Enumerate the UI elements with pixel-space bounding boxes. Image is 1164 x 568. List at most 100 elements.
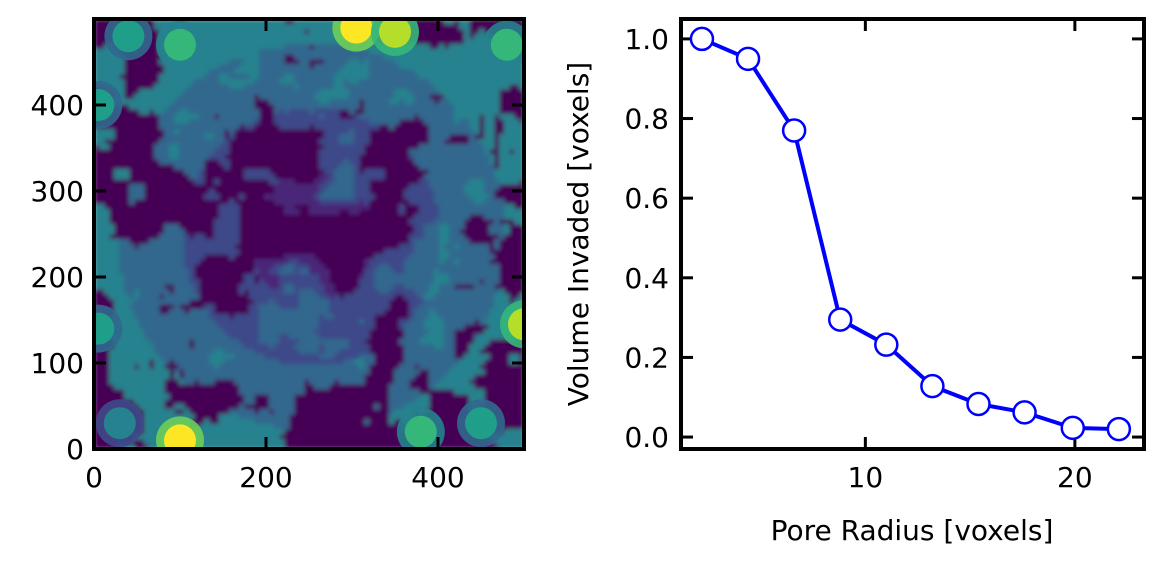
heatmap-cell: [134, 329, 140, 335]
heatmap-cell: [384, 254, 390, 260]
heatmap-cell: [239, 114, 245, 120]
heatmap-cell: [289, 29, 295, 35]
heatmap-cell: [444, 109, 450, 115]
heatmap-cell: [434, 254, 440, 260]
heatmap-cell: [164, 289, 170, 295]
heatmap-cell: [454, 359, 460, 365]
heatmap-cell: [204, 109, 210, 115]
heatmap-cell: [444, 244, 450, 250]
heatmap-cell: [284, 349, 290, 355]
heatmap-cell: [344, 139, 350, 145]
heatmap-cell: [259, 349, 265, 355]
heatmap-cell: [164, 359, 170, 365]
heatmap-cell: [119, 249, 125, 255]
heatmap-cell: [439, 274, 445, 280]
heatmap-cell: [239, 409, 245, 415]
heatmap-cell: [214, 244, 220, 250]
heatmap-cell: [139, 194, 145, 200]
heatmap-cell: [174, 74, 180, 80]
heatmap-cell: [494, 309, 500, 315]
heatmap-cell: [424, 189, 430, 195]
heatmap-cell: [459, 384, 465, 390]
heatmap-cell: [344, 169, 350, 175]
heatmap-cell: [194, 79, 200, 85]
heatmap-cell: [394, 254, 400, 260]
heatmap-cell: [229, 429, 235, 435]
heatmap-cell: [184, 74, 190, 80]
heatmap-cell: [144, 399, 150, 405]
heatmap-cell: [299, 184, 305, 190]
heatmap-cell: [379, 104, 385, 110]
heatmap-cell: [279, 114, 285, 120]
heatmap-cell: [204, 24, 210, 30]
heatmap-cell: [424, 269, 430, 275]
heatmap-cell: [124, 249, 130, 255]
heatmap-cell: [474, 274, 480, 280]
heatmap-cell: [149, 239, 155, 245]
heatmap-cell: [414, 264, 420, 270]
heatmap-cell: [294, 104, 300, 110]
heatmap-cell: [134, 399, 140, 405]
heatmap-cell: [304, 64, 310, 70]
heatmap-cell: [219, 349, 225, 355]
heatmap-cell: [344, 194, 350, 200]
heatmap-cell: [399, 389, 405, 395]
heatmap-cell: [429, 254, 435, 260]
heatmap-cell: [249, 369, 255, 375]
heatmap-cell: [279, 54, 285, 60]
heatmap-cell: [309, 289, 315, 295]
heatmap-cell: [464, 149, 470, 155]
heatmap-cell: [254, 19, 260, 25]
heatmap-cell: [409, 339, 415, 345]
heatmap-cell: [424, 324, 430, 330]
heatmap-cell: [169, 259, 175, 265]
heatmap-cell: [169, 74, 175, 80]
heatmap-cell: [269, 69, 275, 75]
heatmap-cell: [174, 229, 180, 235]
heatmap-cell: [189, 124, 195, 130]
heatmap-cell: [199, 99, 205, 105]
heatmap-cell: [514, 129, 520, 135]
heatmap-cell: [109, 289, 115, 295]
heatmap-cell: [424, 224, 430, 230]
heatmap-cell: [119, 169, 125, 175]
heatmap-cell: [214, 324, 220, 330]
heatmap-cell: [329, 39, 335, 45]
heatmap-cell: [229, 319, 235, 325]
heatmap-cell: [499, 84, 505, 90]
heatmap-cell: [229, 224, 235, 230]
heatmap-cell: [344, 64, 350, 70]
heatmap-cell: [309, 184, 315, 190]
heatmap-cell: [139, 274, 145, 280]
heatmap-cell: [289, 34, 295, 40]
heatmap-cell: [429, 324, 435, 330]
heatmap-cell: [354, 359, 360, 365]
heatmap-cell: [244, 89, 250, 95]
heatmap-cell: [294, 79, 300, 85]
heatmap-cell: [334, 149, 340, 155]
heatmap-cell: [329, 94, 335, 100]
heatmap-cell: [259, 359, 265, 365]
heatmap-cell: [439, 344, 445, 350]
heatmap-cell: [444, 299, 450, 305]
heatmap-cell: [334, 204, 340, 210]
heatmap-cell: [184, 319, 190, 325]
heatmap-cell: [419, 234, 425, 240]
heatmap-cell: [249, 99, 255, 105]
heatmap-cell: [454, 64, 460, 70]
heatmap-cell: [329, 109, 335, 115]
heatmap-cell: [149, 389, 155, 395]
heatmap-cell: [459, 364, 465, 370]
heatmap-cell: [104, 209, 110, 215]
heatmap-cell: [189, 414, 195, 420]
heatmap-cell: [439, 84, 445, 90]
heatmap-cell: [209, 344, 215, 350]
heatmap-cell: [389, 394, 395, 400]
heatmap-cell: [124, 244, 130, 250]
heatmap-cell: [374, 254, 380, 260]
heatmap-cell: [484, 314, 490, 320]
heatmap-cell: [414, 64, 420, 70]
heatmap-cell: [289, 24, 295, 30]
heatmap-cell: [144, 254, 150, 260]
heatmap-cell: [414, 394, 420, 400]
